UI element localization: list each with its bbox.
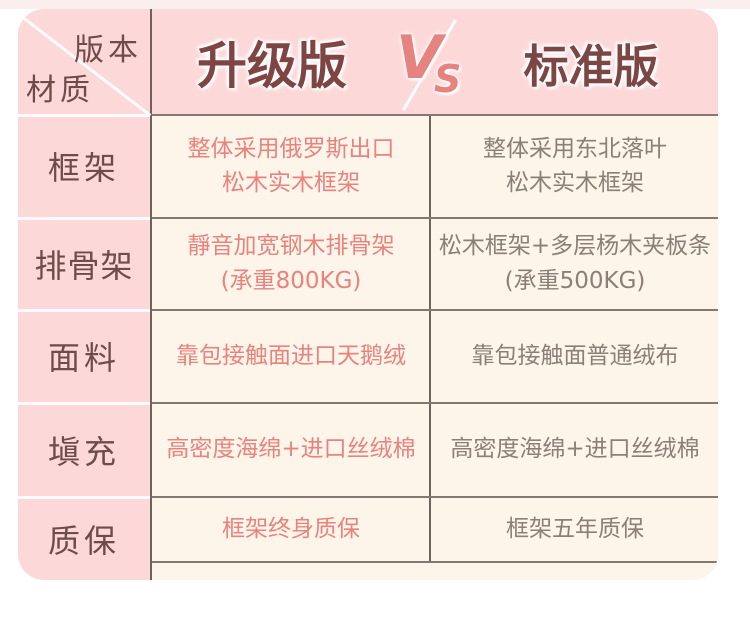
row-label-slat-frame: 排骨架 [34, 246, 134, 285]
label-column-separator [18, 309, 150, 312]
row-divider [152, 561, 718, 563]
cell-slat-frame-upgraded: 靜音加宽钢木排骨架 (承重800KG) [154, 219, 428, 308]
row-label-warranty: 质保 [47, 521, 120, 560]
cell-line: 整体采用俄罗斯出口 [187, 135, 395, 162]
cell-line: 松木实木框架 [222, 170, 360, 196]
cell-line: 松木实木框架 [506, 170, 644, 196]
cell-filling-upgraded: 高密度海绵+进口丝绒棉 [154, 404, 428, 495]
row-label-fabric: 面料 [47, 339, 120, 377]
header-standard-title: 标准版 [523, 39, 659, 93]
cell-line: 高密度海绵+进口丝绒棉 [166, 436, 416, 463]
vertical-divider-labels [150, 9, 152, 580]
cell-fabric-upgraded: 靠包接触面进口天鹅绒 [154, 311, 428, 401]
cell-line: 框架五年质保 [506, 515, 644, 542]
label-column-separator [18, 217, 150, 220]
comparison-table: 版本 材质 升级版 V S 标准版 框架 排骨架 面料 塡充 质保 整体采用俄罗… [18, 9, 718, 580]
row-divider [152, 402, 718, 404]
corner-label-version: 版本 [74, 33, 142, 68]
corner-label-material: 材质 [26, 73, 94, 108]
label-column-separator [18, 402, 150, 405]
row-divider [152, 114, 718, 116]
cell-frame-upgraded: 整体采用俄罗斯出口 松木实木框架 [154, 116, 428, 216]
cell-line: 靜音加宽钢木排骨架 [187, 233, 395, 259]
corner-header-cell: 版本 材质 [18, 9, 152, 117]
row-divider [152, 309, 718, 311]
cell-slat-frame-standard: 松木框架+多层杨木夹板条 (承重500KG) [432, 219, 718, 308]
cell-filling-standard: 高密度海绵+进口丝绒棉 [432, 404, 718, 495]
vs-letter-s: S [434, 57, 462, 101]
cell-line: 高密度海绵+进口丝绒棉 [450, 436, 700, 463]
label-column-separator [18, 114, 150, 117]
row-label-filling: 塡充 [47, 432, 120, 471]
row-label-frame: 框架 [47, 149, 120, 187]
cell-fabric-standard: 靠包接触面普通绒布 [432, 311, 718, 401]
vertical-divider-columns [429, 115, 431, 562]
cell-warranty-upgraded: 框架终身质保 [154, 498, 428, 560]
cell-warranty-standard: 框架五年质保 [432, 498, 718, 560]
cell-line: 框架终身质保 [222, 515, 360, 542]
label-column-separator [18, 496, 150, 499]
previous-section-edge [0, 0, 750, 9]
cell-line: 松木框架+多层杨木夹板条 [438, 233, 712, 259]
cell-line: (承重800KG) [220, 267, 362, 294]
cell-line: 靠包接触面进口天鹅绒 [176, 342, 406, 369]
content-background [152, 115, 718, 580]
cell-line: (承重500KG) [504, 267, 646, 294]
vs-letter-v: V [396, 23, 443, 93]
header-upgraded-title: 升级版 [197, 37, 347, 95]
cell-line: 整体采用东北落叶 [483, 135, 667, 162]
cell-line: 靠包接触面普通绒布 [471, 342, 679, 369]
vs-badge: V S [390, 17, 470, 111]
row-divider [152, 217, 718, 219]
row-divider [152, 496, 718, 498]
cell-frame-standard: 整体采用东北落叶 松木实木框架 [432, 116, 718, 216]
